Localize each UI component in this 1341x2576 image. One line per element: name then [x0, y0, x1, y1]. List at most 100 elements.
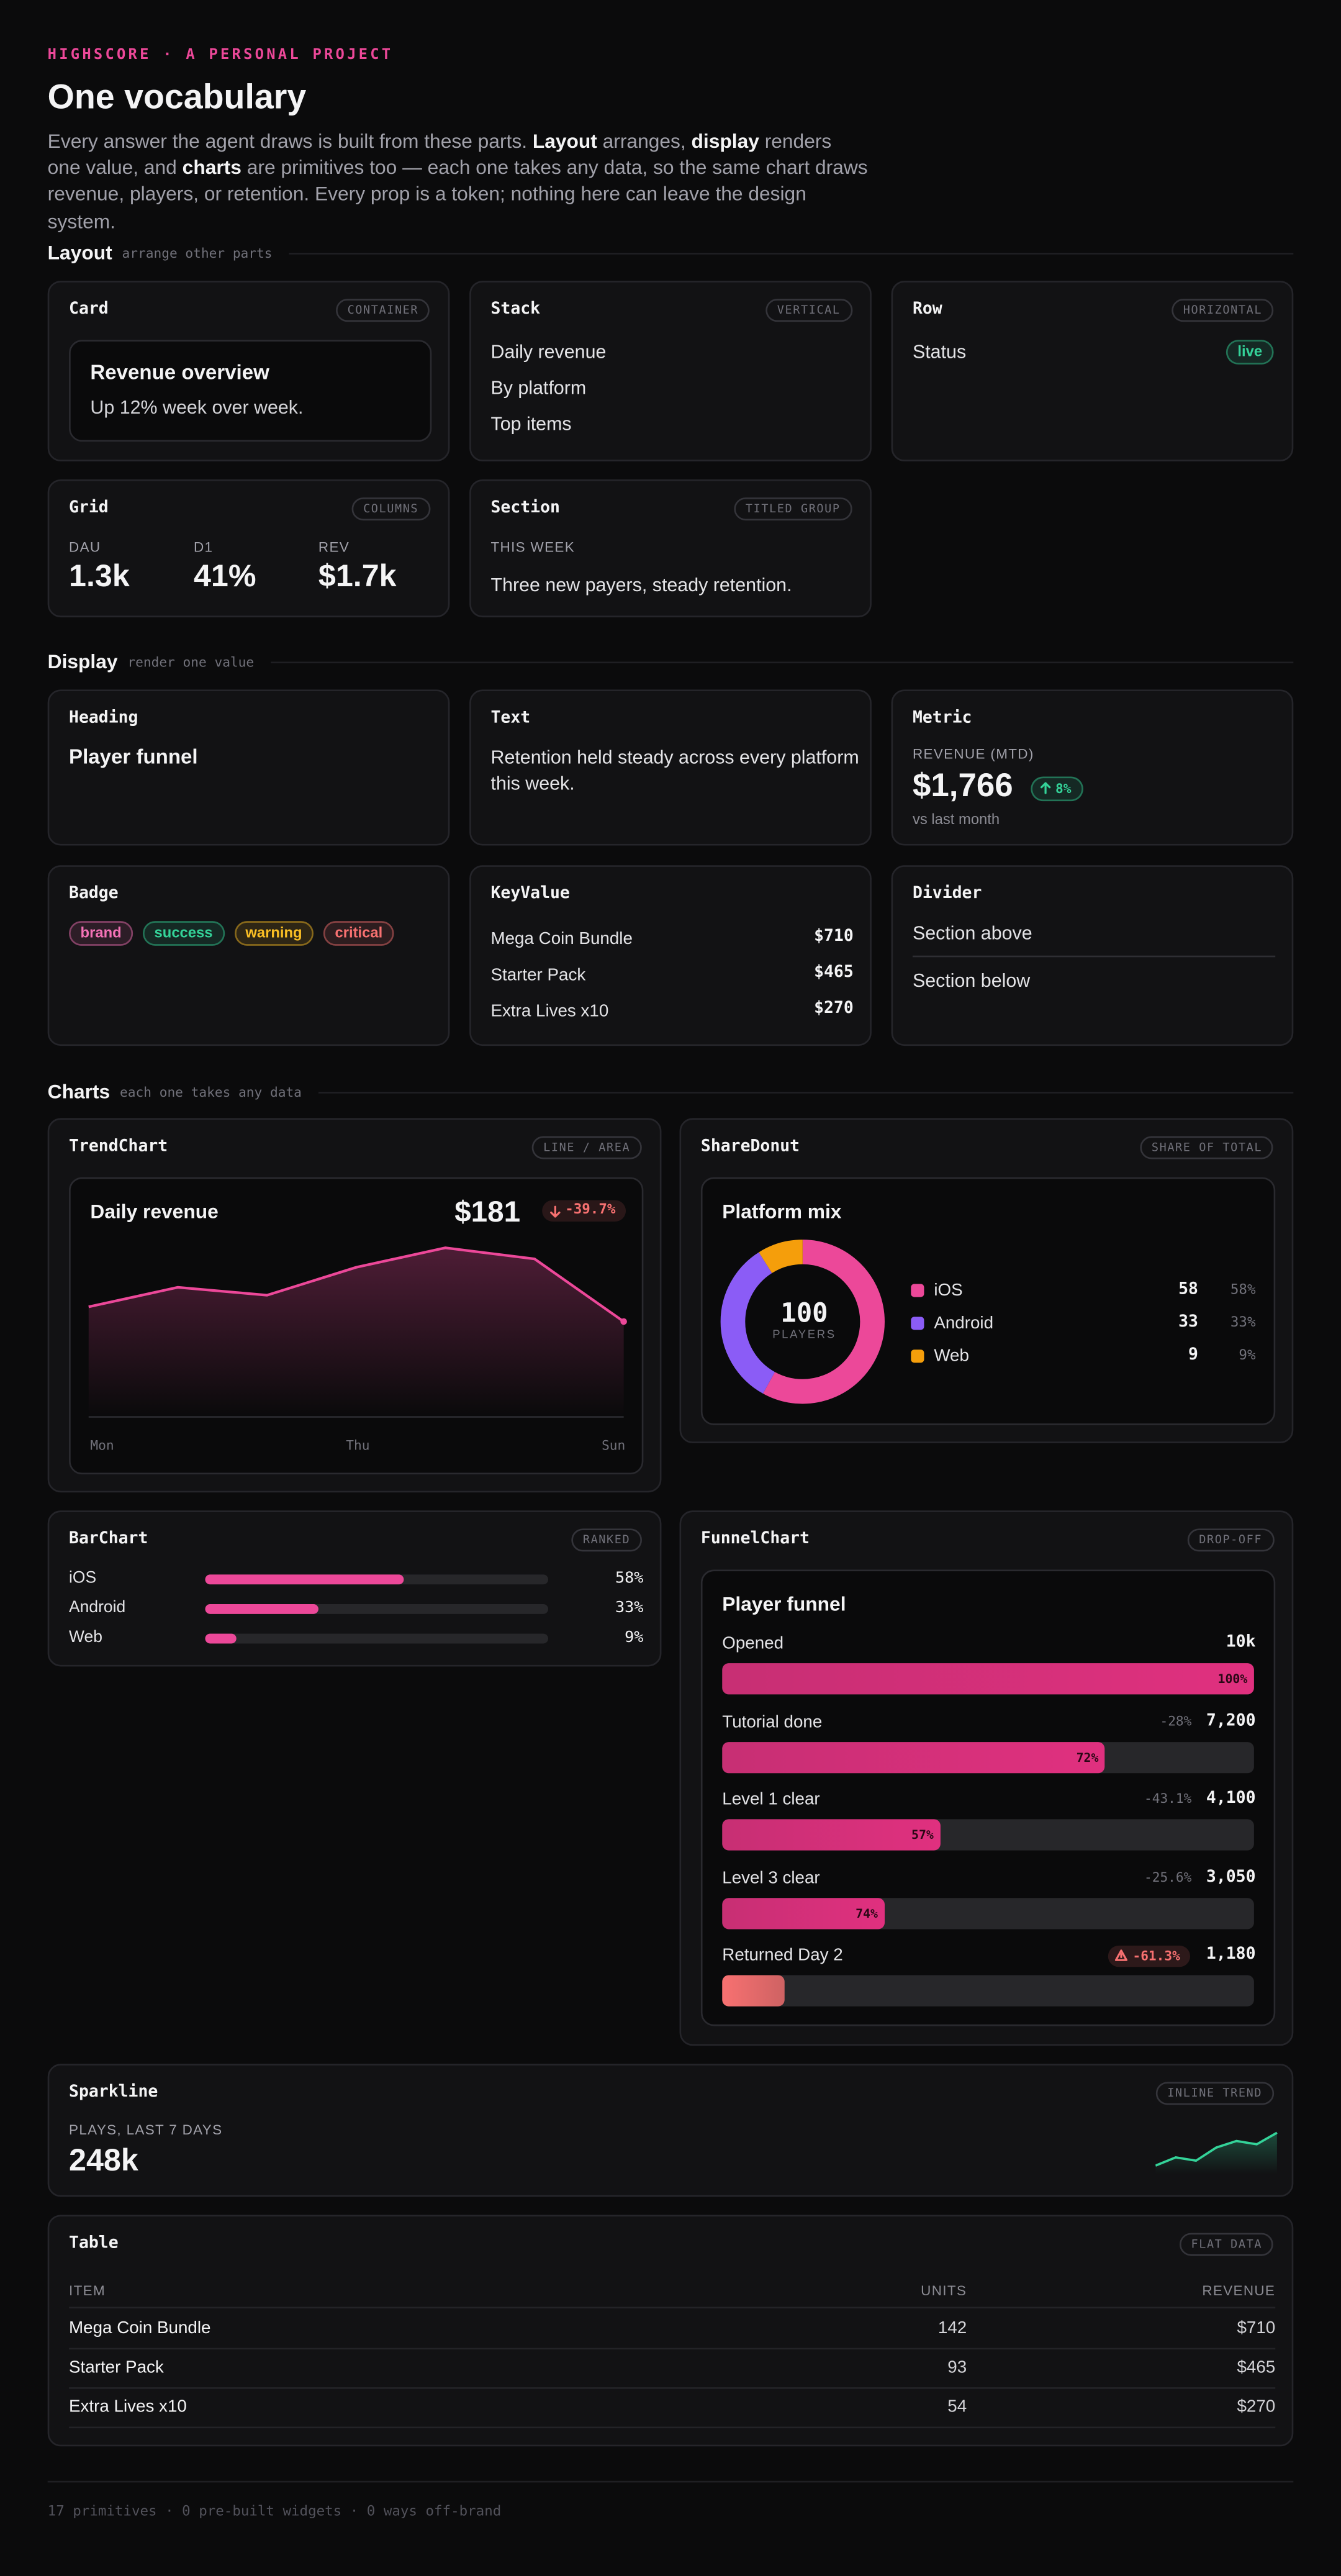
donut-slice — [720, 1240, 885, 1404]
funnel-count: 7,200 — [1206, 1712, 1256, 1730]
card-tag: INLINE TREND — [1155, 2082, 1274, 2105]
x-tick-label: Sun — [602, 1438, 626, 1453]
funnel-drop: -43.1% — [1144, 1791, 1192, 1807]
section-text: Three new payers, steady retention. — [490, 576, 792, 596]
legend-dot — [911, 1349, 924, 1363]
card-name: FunnelChart — [700, 1530, 810, 1549]
trend-end — [620, 1318, 627, 1325]
legend-dot — [911, 1284, 924, 1297]
trend-line — [88, 1246, 625, 1323]
divider-below: Section below — [912, 972, 1031, 992]
card-name: Sparkline — [69, 2083, 158, 2102]
intro-text: arranges, — [597, 129, 692, 153]
card-name: Section — [490, 499, 560, 517]
funnel-count: 1,180 — [1206, 1945, 1256, 1964]
table-cell: Extra Lives x10 — [69, 2397, 187, 2417]
funnel-label: Level 3 clear — [722, 1867, 820, 1888]
funnel-conversion: 72% — [1076, 1749, 1099, 1764]
trend-title: Daily revenue — [90, 1200, 219, 1223]
table-cell: 93 — [947, 2357, 967, 2378]
legend-name: iOS — [934, 1281, 963, 1300]
row-badge: live — [1226, 340, 1274, 365]
card-name: Card — [69, 300, 109, 319]
card-inner: Revenue overview Up 12% week over week. — [69, 340, 432, 442]
bar — [205, 1633, 237, 1644]
section-card: Section TITLED GROUP THIS WEEK Three new pa… — [469, 479, 872, 618]
intro-text: are primitives too — each one takes any … — [47, 156, 868, 233]
badge: critical — [323, 921, 394, 946]
footer: 17 primitives · 0 pre-built widgets · 0 … — [47, 2503, 502, 2521]
badge: success — [143, 921, 225, 946]
x-tick-label: Thu — [346, 1438, 370, 1453]
inner-title: Revenue overview — [90, 361, 269, 384]
trend-chart — [88, 1246, 627, 1418]
trend-card: TrendChart LINE / AREA Daily revenue $181 -3… — [47, 1118, 662, 1493]
spark-label: PLAYS, LAST 7 DAYS — [69, 2121, 223, 2138]
kv-value: $270 — [814, 1000, 854, 1018]
metric-delta: 8% — [1031, 776, 1083, 802]
section-title: Charts — [47, 1080, 111, 1104]
donut-inner: Platform mix iOS 58 58% Android 33 33% Web 9 9% 10… — [700, 1177, 1276, 1425]
table-card: Table FLAT DATA ITEM UNITS REVENUE Mega Coin … — [47, 2215, 1294, 2447]
section-hint: arrange other parts — [122, 245, 273, 261]
funnel-conversion: 100% — [1217, 1671, 1248, 1687]
donut-total: 100 — [780, 1297, 828, 1328]
intro: Every answer the agent draws is built fr… — [48, 128, 869, 234]
intro-text: renders one value, and — [47, 129, 832, 179]
table-cell: 54 — [947, 2397, 967, 2417]
stat-value: 41% — [193, 560, 256, 595]
funnel-bar — [722, 1897, 885, 1929]
spark-line — [1155, 2131, 1278, 2167]
table-cell: Starter Pack — [69, 2357, 164, 2378]
card-name: Stack — [490, 300, 541, 319]
legend-count: 33 — [1178, 1313, 1198, 1332]
bar-label: iOS — [69, 1569, 97, 1588]
card-tag: RANKED — [571, 1528, 642, 1552]
trend-value: $181 — [454, 1195, 521, 1228]
stat-value: $1.7k — [318, 560, 397, 595]
funnel-card: FunnelChart DROP-OFF Player funnel Opened 10… — [679, 1510, 1294, 2046]
card-name: Row — [912, 300, 942, 319]
metric-label: REVENUE (MTD) — [912, 745, 1034, 762]
card-name: Metric — [912, 709, 972, 728]
legend-count: 9 — [1188, 1346, 1198, 1364]
kv-value: $465 — [814, 963, 854, 982]
donut-chart — [720, 1240, 885, 1404]
warning-icon-path — [1114, 1949, 1128, 1961]
spark-area — [1155, 2133, 1277, 2174]
stack-item: Top items — [490, 415, 572, 435]
funnel-count: 3,050 — [1206, 1867, 1256, 1886]
card-name: Text — [490, 709, 531, 728]
trend-area — [88, 1248, 624, 1417]
card-tag: SHARE OF TOTAL — [1140, 1136, 1274, 1159]
card-name: KeyValue — [490, 885, 570, 904]
legend-share: 33% — [1230, 1315, 1256, 1332]
funnel-bar — [722, 1975, 785, 2007]
column-header: REVENUE — [1202, 2282, 1276, 2299]
footer-rule — [47, 2480, 1294, 2483]
x-tick-label: Mon — [90, 1438, 114, 1453]
card-tag: HORIZONTAL — [1172, 299, 1274, 322]
section-rule — [288, 252, 1294, 254]
bar-value-label: 9% — [625, 1628, 644, 1647]
kv-key: Starter Pack — [490, 965, 586, 986]
section-label: THIS WEEK — [490, 538, 576, 555]
section-hint: each one takes any data — [120, 1084, 302, 1100]
donut-card: ShareDonut SHARE OF TOTAL Platform mix iOS 5… — [679, 1118, 1294, 1443]
card-name: BarChart — [69, 1530, 148, 1549]
text-body: Retention held steady across every platf… — [490, 748, 859, 795]
funnel-inner: Player funnel Opened 10k 100% Tutorial done 7… — [700, 1569, 1276, 2026]
card-card: Card CONTAINER Revenue overview Up 12% week… — [47, 281, 450, 461]
arrow-up-path — [1040, 782, 1051, 794]
table-cell: $270 — [1237, 2397, 1276, 2417]
legend-dot — [911, 1317, 924, 1330]
row-rule — [69, 2387, 1276, 2389]
card-tag: VERTICAL — [765, 299, 852, 322]
intro-strong: Layout — [532, 129, 597, 153]
section-heading: Display render one value — [48, 648, 1294, 674]
legend-share: 58% — [1230, 1282, 1256, 1299]
divider-line — [912, 955, 1276, 958]
row-card: Row HORIZONTAL Status live — [891, 281, 1294, 461]
arrow-up — [1040, 782, 1051, 794]
